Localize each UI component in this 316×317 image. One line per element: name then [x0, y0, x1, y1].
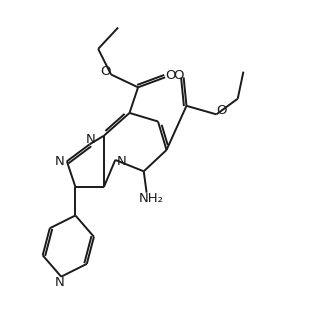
- Text: O: O: [216, 104, 227, 117]
- Text: N: N: [117, 155, 126, 168]
- Text: N: N: [55, 276, 65, 289]
- Text: O: O: [165, 69, 175, 82]
- Text: O: O: [100, 65, 111, 78]
- Text: N: N: [86, 133, 96, 146]
- Text: O: O: [173, 69, 184, 82]
- Text: NH₂: NH₂: [138, 192, 163, 205]
- Text: N: N: [55, 155, 65, 168]
